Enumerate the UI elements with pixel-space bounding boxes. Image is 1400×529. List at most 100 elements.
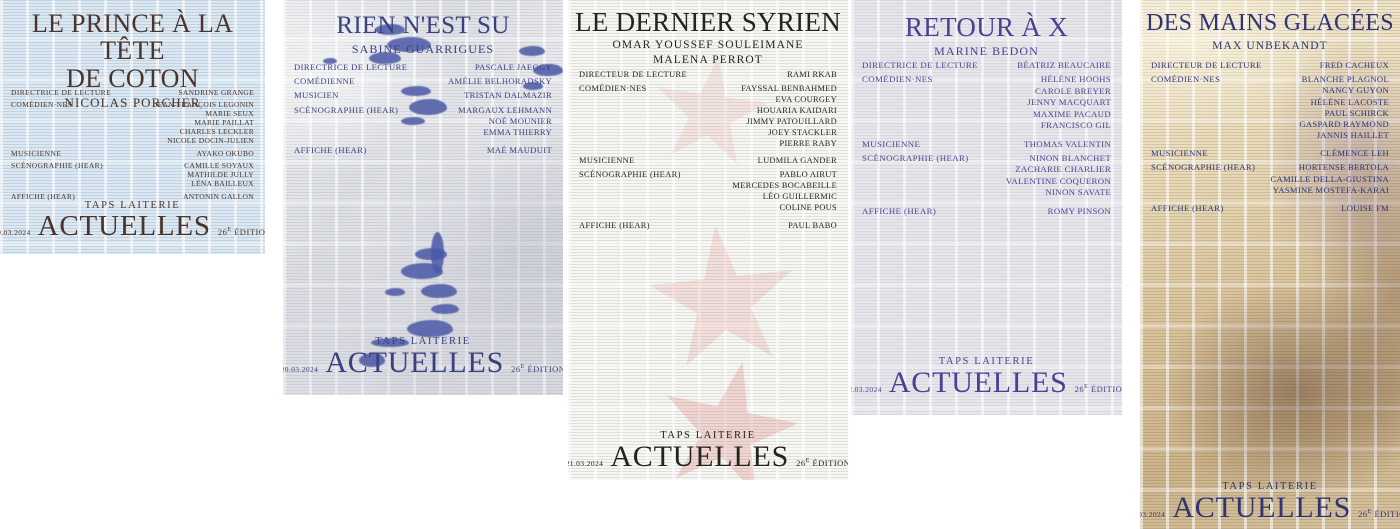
poster-retour-a-x[interactable]: RETOUR À X MARINE BEDON DIRECTRICE DE LE… bbox=[851, 0, 1122, 415]
credit-name: LÉO GUILLERMIC bbox=[762, 192, 837, 202]
credit-label: MUSICIENNE bbox=[1151, 148, 1208, 159]
credit-name: HÉLÈNE LACOSTE bbox=[1310, 96, 1389, 107]
credit-group: SCÉNOGRAPHIE (HEAR) CAMILLE SOYAUX MATHI… bbox=[11, 161, 254, 188]
credit-name: CAROLE BREYER bbox=[1035, 85, 1111, 96]
credit-label: AFFICHE (HEAR) bbox=[579, 221, 650, 231]
credit-name: JEAN-FRANÇOIS LEGONIN bbox=[154, 100, 254, 109]
credit-label: SCÉNOGRAPHIE (HEAR) bbox=[294, 104, 399, 115]
credit-label: DIRECTRICE DE LECTURE bbox=[862, 60, 978, 70]
credit-name: ZACHARIE CHARLIER bbox=[1015, 164, 1111, 175]
credit-name: LUDMILA GANDER bbox=[757, 156, 837, 166]
credits-block: DIRECTEUR DE LECTURE RAMI RKAB COMÉDIEN·… bbox=[579, 70, 837, 235]
credit-group: AFFICHE (HEAR) LOUISE FM bbox=[1151, 203, 1389, 214]
credit-name: JIMMY PATOUILLARD bbox=[746, 116, 837, 126]
poster-title: RETOUR À X bbox=[904, 12, 1068, 42]
credit-label: MUSICIENNE bbox=[862, 138, 921, 149]
credit-name: THOMAS VALENTIN bbox=[1023, 138, 1111, 149]
credit-label: MUSICIENNE bbox=[579, 156, 635, 166]
poster-author: MAX UNBEKANDT bbox=[1212, 40, 1328, 53]
poster-date: 22.03.2024 bbox=[851, 385, 882, 394]
credit-name: HOUARIA KAIDARI bbox=[756, 105, 837, 115]
credit-name: MAÉ MAUDUIT bbox=[486, 145, 552, 156]
credit-name: FRANCISCO GIL bbox=[1040, 120, 1111, 131]
credit-group: MUSICIEN TRISTAN DALMAZIR bbox=[294, 90, 552, 101]
credit-group: DIRECTRICE DE LECTURE BÉATRIZ BEAUCAIRE bbox=[862, 60, 1111, 71]
credit-group: MUSICIENNE THOMAS VALENTIN bbox=[862, 139, 1111, 150]
credit-name: FRED CACHEUX bbox=[1319, 60, 1389, 70]
credit-name: GASPARD RAYMOND bbox=[1299, 118, 1389, 129]
credit-group: MUSICIENNE LUDMILA GANDER bbox=[579, 156, 837, 167]
edition-label: 26E ÉDITION bbox=[1074, 384, 1122, 394]
credit-name: SANDRINE GRANGE bbox=[178, 88, 254, 97]
poster-title: LE PRINCE À LA TÊTE DE COTON bbox=[31, 9, 234, 93]
credit-name: EVA COURGEY bbox=[775, 94, 837, 104]
poster-date: 21.03.2024 bbox=[568, 459, 604, 468]
ink-blot bbox=[385, 288, 405, 296]
ink-blot bbox=[431, 304, 459, 314]
credit-name: MARGAUX LEHMANN bbox=[457, 104, 552, 115]
credit-group: COMÉDIEN·NES HÉLÈNE HOOHS CAROLE BREYER … bbox=[862, 74, 1111, 131]
poster-author: SABINE GUARRIGUES bbox=[351, 42, 495, 57]
credit-name: JANNIS HAILLET bbox=[1316, 130, 1389, 141]
credit-name: LÉNA BAILLEUX bbox=[191, 179, 254, 188]
credit-name: BLANCHE PLAGNOL bbox=[1301, 74, 1389, 85]
poster-rien-n-est-su[interactable]: RIEN N'EST SU SABINE GUARRIGUES DIRECTRI… bbox=[283, 0, 563, 395]
poster-date: 19.03.2024 bbox=[0, 228, 31, 237]
credit-label: COMÉDIENNE bbox=[294, 76, 355, 87]
credit-label: DIRECTRICE DE LECTURE bbox=[294, 62, 408, 72]
ink-blot bbox=[415, 248, 447, 260]
credit-group: SCÉNOGRAPHIE (HEAR) PABLO AIRUT MERCEDES… bbox=[579, 170, 837, 214]
credit-group: COMÉDIENNE AMÉLIE BELHORADSKY bbox=[294, 76, 552, 87]
credit-group: DIRECTRICE DE LECTURE SANDRINE GRANGE bbox=[11, 88, 254, 97]
poster-date: 20.03.2024 bbox=[283, 365, 319, 374]
credit-group: SCÉNOGRAPHIE (HEAR) HORTENSE BERTOLA CAM… bbox=[1151, 162, 1389, 196]
credit-name: NINON SAVATE bbox=[1045, 187, 1111, 198]
edition-label: 26E ÉDITION bbox=[511, 364, 563, 374]
credit-name: HORTENSE BERTOLA bbox=[1298, 162, 1389, 173]
star-motif bbox=[641, 218, 806, 383]
poster-author: OMAR YOUSSEF SOULEIMANE MALENA PERROT bbox=[612, 39, 804, 67]
edition-label: 26E ÉDITION bbox=[217, 227, 265, 237]
poster-footer: TAPS LAITERIE 19.03.2024 ACTUELLES 26E É… bbox=[0, 200, 265, 241]
credit-group: AFFICHE (HEAR) ROMY PINSON bbox=[862, 206, 1111, 217]
credit-group: MUSICIENNE CLÉMENCE LEH bbox=[1151, 148, 1389, 159]
brand-wordmark: ACTUELLES bbox=[325, 346, 505, 379]
credit-name: JENNY MACQUART bbox=[1027, 97, 1111, 108]
credit-label: SCÉNOGRAPHIE (HEAR) bbox=[11, 161, 103, 170]
credit-name: CHARLES LECKLER bbox=[179, 127, 254, 136]
credit-name: AYAKO OKUBO bbox=[196, 149, 254, 158]
poster-des-mains-glacees[interactable]: DES MAINS GLACÉES MAX UNBEKANDT DIRECTEU… bbox=[1140, 0, 1400, 529]
poster-footer: TAPS LAITERIE 20.03.2024 ACTUELLES 26E É… bbox=[283, 336, 563, 378]
credit-label: MUSICIEN bbox=[294, 90, 339, 101]
poster-title: RIEN N'EST SU bbox=[336, 12, 510, 39]
ink-blot bbox=[401, 263, 443, 279]
credit-name: PASCALE JAEGGY bbox=[474, 62, 552, 72]
brand-wordmark: ACTUELLES bbox=[1172, 491, 1352, 524]
credit-name: MARIE SEUX bbox=[205, 109, 254, 118]
credit-name: COLINE POUS bbox=[779, 203, 837, 213]
credit-name: FAYSSAL BENBAHMED bbox=[741, 83, 837, 93]
credit-label: SCÉNOGRAPHIE (HEAR) bbox=[1151, 162, 1256, 173]
credit-name: CAMILLE DELLA-GIUSTINA bbox=[1270, 173, 1389, 184]
credit-name: MARIE PAILLAT bbox=[194, 118, 254, 127]
credit-name: BÉATRIZ BEAUCAIRE bbox=[1017, 60, 1111, 70]
credit-label: SCÉNOGRAPHIE (HEAR) bbox=[579, 170, 681, 180]
credit-name: PAUL BABO bbox=[788, 221, 837, 231]
credit-name: EMMA THIERRY bbox=[483, 126, 552, 137]
credit-label: COMÉDIEN·NES bbox=[862, 74, 933, 85]
credit-name: PAUL SCHIRCK bbox=[1324, 107, 1389, 118]
credit-group: DIRECTRICE DE LECTURE PASCALE JAEGGY bbox=[294, 62, 552, 73]
ink-blot bbox=[421, 284, 457, 298]
credit-name: JOEY STACKLER bbox=[768, 127, 837, 137]
edition-label: 26E ÉDITION bbox=[1358, 509, 1400, 519]
poster-le-dernier-syrien[interactable]: LE DERNIER SYRIEN OMAR YOUSSEF SOULEIMAN… bbox=[568, 0, 848, 480]
credit-label: COMÉDIEN·NES bbox=[579, 83, 647, 93]
credit-name: ROMY PINSON bbox=[1047, 205, 1111, 216]
brand-wordmark: ACTUELLES bbox=[37, 210, 211, 242]
credit-group: SCÉNOGRAPHIE (HEAR) NINON BLANCHET ZACHA… bbox=[862, 153, 1111, 199]
credit-name: MERCEDES BOCABEILLE bbox=[732, 181, 837, 191]
credit-name: NANCY GUYON bbox=[1322, 85, 1389, 96]
poster-le-prince-a-la-tete-de-coton[interactable]: LE PRINCE À LA TÊTE DE COTON NICOLAS POR… bbox=[0, 0, 265, 254]
credit-name: TRISTAN DALMAZIR bbox=[464, 90, 552, 101]
